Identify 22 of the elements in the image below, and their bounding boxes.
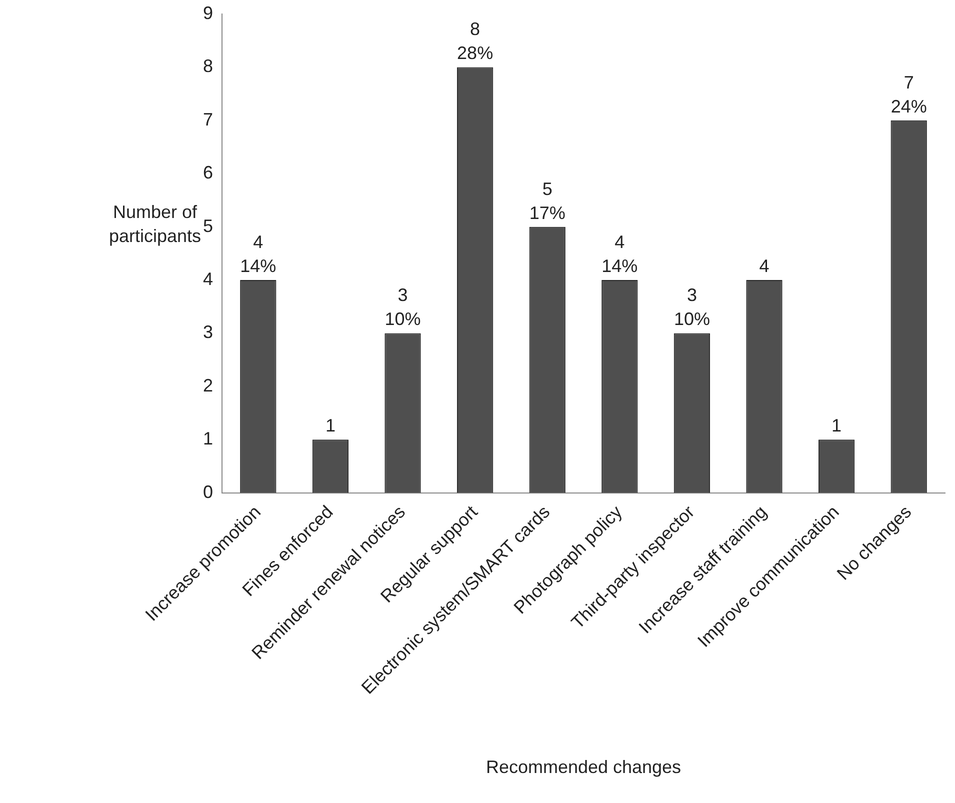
y-tick-label: 2 <box>202 375 214 396</box>
y-tick-label: 1 <box>202 428 214 449</box>
y-tick-label: 6 <box>202 162 214 183</box>
data-label: 3 10% <box>674 285 710 330</box>
y-tick-label: 5 <box>202 216 214 236</box>
y-tick-label: 3 <box>202 322 214 342</box>
data-label: 1 <box>325 416 336 436</box>
y-tick-label: 7 <box>202 109 214 130</box>
data-label: 1 <box>832 416 842 436</box>
y-tick-label: 4 <box>202 269 214 290</box>
y-tick-label: 0 <box>202 482 214 502</box>
data-label: 4 14% <box>240 232 276 276</box>
data-label: 3 10% <box>384 285 421 330</box>
y-axis-title: Number of participants <box>108 202 202 246</box>
data-label: 8 28% <box>457 19 494 64</box>
y-tick-label: 9 <box>202 2 214 23</box>
data-label: 5 17% <box>529 178 566 223</box>
data-label: 7 24% <box>890 72 927 116</box>
x-axis-title: Recommended changes <box>486 757 682 778</box>
data-label: 4 14% <box>602 232 638 276</box>
y-tick-label: 8 <box>202 56 214 76</box>
data-label: 4 <box>759 256 770 276</box>
